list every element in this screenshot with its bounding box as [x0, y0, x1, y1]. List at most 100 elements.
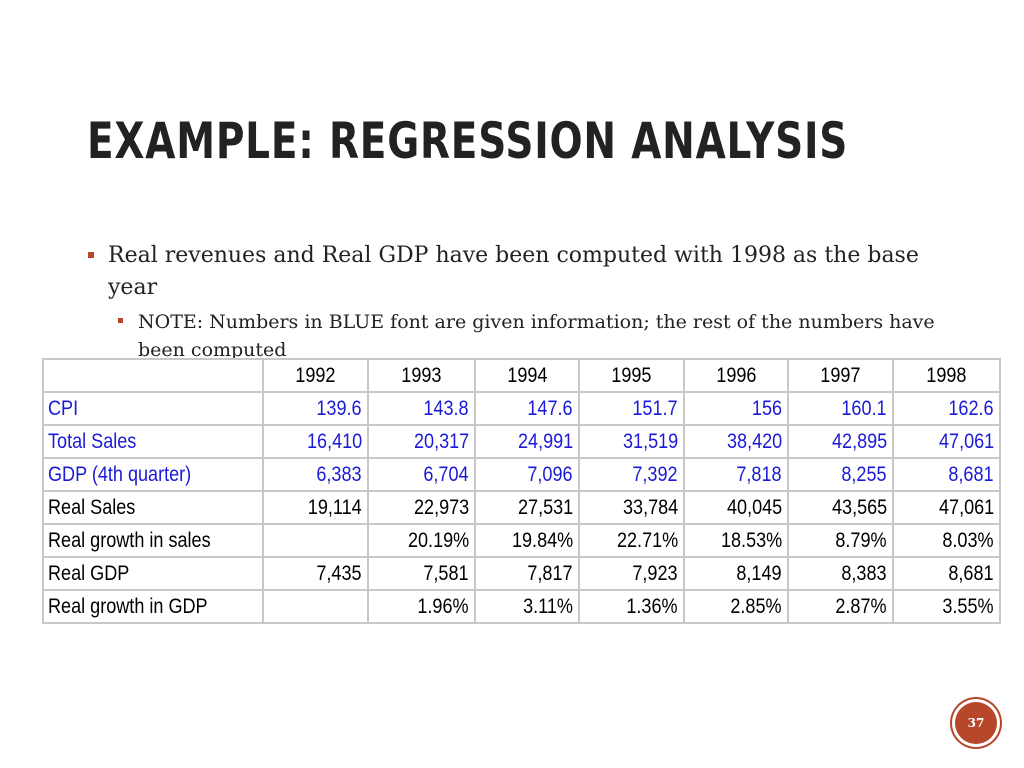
value-cell: 3.11% [474, 589, 580, 624]
value-cell: 2.87% [787, 589, 894, 624]
cell-value: 147.6 [527, 396, 573, 420]
row-label-cell: Real growth in sales [42, 523, 264, 558]
cell-value: 156 [751, 396, 782, 420]
value-cell: 3.55% [892, 589, 1001, 624]
square-bullet-icon [118, 318, 123, 323]
cell-value: 8,383 [841, 561, 887, 585]
row-label: Real growth in GDP [48, 594, 208, 618]
value-cell: 47,061 [892, 424, 1001, 459]
value-cell: 7,581 [367, 556, 476, 591]
cell-value: 8,681 [948, 462, 994, 486]
table-row: Real GDP 7,435 7,581 7,817 7,923 8,149 8,383 8,… [42, 556, 1001, 591]
table-corner-cell [42, 358, 264, 393]
row-label: Real growth in sales [48, 528, 211, 552]
year-header-text: 1998 [926, 363, 967, 387]
value-cell: 19.84% [474, 523, 580, 558]
year-header: 1996 [683, 358, 789, 393]
cell-value: 8.79% [835, 528, 887, 552]
value-cell: 7,392 [578, 457, 685, 492]
cell-value: 47,061 [938, 495, 994, 519]
row-label-cell: GDP (4th quarter) [42, 457, 264, 492]
square-bullet-icon [88, 252, 94, 258]
value-cell: 8.03% [892, 523, 1001, 558]
cell-value: 8,149 [736, 561, 782, 585]
cell-value: 7,435 [316, 561, 362, 585]
value-cell: 47,061 [892, 490, 1001, 525]
table-row: CPI 139.6 143.8 147.6 151.7 156 160.1 162.6 [42, 391, 1001, 426]
value-cell: 43,565 [787, 490, 894, 525]
row-label-cell: Real Sales [42, 490, 264, 525]
row-label: Real GDP [48, 561, 130, 585]
year-header-text: 1995 [611, 363, 652, 387]
value-cell: 18.53% [683, 523, 789, 558]
value-cell: 31,519 [578, 424, 685, 459]
cell-value: 162.6 [948, 396, 994, 420]
cell-value: 6,383 [316, 462, 362, 486]
cell-value: 16,410 [306, 429, 362, 453]
cell-value: 20,317 [413, 429, 469, 453]
row-label-cell: Real GDP [42, 556, 264, 591]
cell-value: 7,818 [736, 462, 782, 486]
value-cell: 8,255 [787, 457, 894, 492]
value-cell: 8,681 [892, 556, 1001, 591]
value-cell: 7,096 [474, 457, 580, 492]
year-header-text: 1992 [295, 363, 336, 387]
cell-value: 1.96% [417, 594, 469, 618]
regression-data-table: 1992 1993 1994 1995 1996 1997 1998 CPI 13… [42, 358, 1001, 624]
table-header-row: 1992 1993 1994 1995 1996 1997 1998 [42, 358, 1001, 393]
bullet-note: NOTE: Numbers in BLUE font are given inf… [118, 308, 948, 364]
value-cell: 7,818 [683, 457, 789, 492]
cell-value: 7,392 [632, 462, 678, 486]
value-cell: 22.71% [578, 523, 685, 558]
cell-value: 2.85% [730, 594, 782, 618]
cell-value: 18.53% [720, 528, 782, 552]
bullet-note-text: NOTE: Numbers in BLUE font are given inf… [138, 311, 935, 361]
value-cell: 8,149 [683, 556, 789, 591]
bullet-main: Real revenues and Real GDP have been com… [88, 240, 948, 304]
cell-value: 27,531 [517, 495, 573, 519]
row-label: Total Sales [48, 429, 137, 453]
table-row: GDP (4th quarter) 6,383 6,704 7,096 7,392 7,8… [42, 457, 1001, 492]
cell-value: 7,817 [527, 561, 573, 585]
row-label: GDP (4th quarter) [48, 462, 192, 486]
value-cell: 7,923 [578, 556, 685, 591]
cell-value: 8,681 [948, 561, 994, 585]
cell-value: 3.11% [523, 594, 573, 618]
value-cell: 6,383 [262, 457, 369, 492]
cell-value: 7,096 [527, 462, 573, 486]
table-row: Real growth in GDP 1.96% 3.11% 1.36% 2.85% 2.… [42, 589, 1001, 624]
value-cell: 147.6 [474, 391, 580, 426]
cell-value: 151.7 [632, 396, 678, 420]
cell-value: 42,895 [831, 429, 887, 453]
value-cell: 27,531 [474, 490, 580, 525]
value-cell: 162.6 [892, 391, 1001, 426]
row-label-cell: Total Sales [42, 424, 264, 459]
value-cell: 139.6 [262, 391, 369, 426]
value-cell: 1.36% [578, 589, 685, 624]
value-cell: 1.96% [367, 589, 476, 624]
value-cell: 16,410 [262, 424, 369, 459]
year-header: 1993 [367, 358, 476, 393]
cell-value: 19.84% [511, 528, 573, 552]
cell-value: 47,061 [938, 429, 994, 453]
slide-title: EXAMPLE: REGRESSION ANALYSIS [87, 112, 849, 170]
cell-value: 6,704 [423, 462, 469, 486]
value-cell: 8.79% [787, 523, 894, 558]
cell-value: 33,784 [622, 495, 678, 519]
value-cell: 20,317 [367, 424, 476, 459]
cell-value: 143.8 [423, 396, 469, 420]
cell-value: 19,114 [308, 495, 362, 519]
value-cell: 8,681 [892, 457, 1001, 492]
value-cell: 6,704 [367, 457, 476, 492]
value-cell: 24,991 [474, 424, 580, 459]
data-table-container: 1992 1993 1994 1995 1996 1997 1998 CPI 13… [42, 358, 1001, 624]
year-header: 1997 [787, 358, 894, 393]
value-cell: 8,383 [787, 556, 894, 591]
table-row: Real Sales 19,114 22,973 27,531 33,784 40,045… [42, 490, 1001, 525]
value-cell: 20.19% [367, 523, 476, 558]
row-label-cell: CPI [42, 391, 264, 426]
year-header-text: 1994 [506, 363, 548, 387]
row-label: CPI [48, 396, 79, 420]
value-cell: 143.8 [367, 391, 476, 426]
value-cell [262, 589, 369, 624]
